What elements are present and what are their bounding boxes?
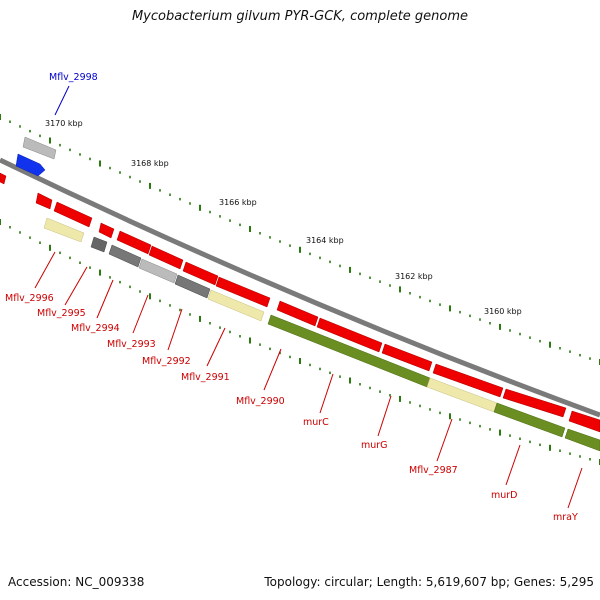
cds-feature[interactable] — [35, 192, 53, 210]
gene-label[interactable]: Mflv_2993 — [107, 339, 156, 350]
scale-ticks-inner — [0, 219, 600, 465]
misc-feature-dark[interactable] — [108, 244, 142, 268]
gene-label[interactable]: mraY — [553, 512, 578, 523]
scale-label: 3170 kbp — [45, 119, 83, 128]
rna-feature-olive[interactable] — [493, 402, 566, 438]
cds-feature-blue[interactable] — [15, 153, 46, 177]
cds-feature[interactable] — [148, 245, 184, 270]
cds-feature[interactable] — [568, 410, 600, 433]
scale-label: 3168 kbp — [131, 159, 169, 168]
cds-feature[interactable] — [215, 276, 271, 308]
scale-label: 3166 kbp — [219, 198, 257, 207]
gene-label[interactable]: Mflv_2992 — [142, 356, 191, 367]
accession-text: Accession: NC_009338 — [8, 575, 145, 589]
gene-label[interactable]: Mflv_2994 — [71, 323, 120, 334]
cds-feature[interactable] — [98, 222, 115, 239]
forward-cds-row — [0, 172, 600, 433]
scale-label: 3162 kbp — [395, 272, 433, 281]
gene-label[interactable]: Mflv_2995 — [37, 308, 86, 319]
map-title: Mycobacterium gilvum PYR-GCK, complete g… — [131, 9, 469, 24]
cds-feature[interactable] — [276, 300, 319, 327]
cds-feature[interactable] — [381, 343, 433, 372]
gene-label[interactable]: murG — [361, 440, 388, 451]
misc-feature-dark[interactable] — [174, 274, 211, 299]
gene-label[interactable]: Mflv_2998 — [49, 72, 98, 83]
genome-backbone — [0, 157, 600, 418]
cds-feature[interactable] — [0, 172, 7, 185]
cds-feature[interactable] — [316, 317, 383, 353]
cds-feature[interactable] — [432, 363, 504, 398]
topology-text: Topology: circular; Length: 5,619,607 bp… — [264, 575, 594, 589]
misc-feature-yellow[interactable] — [43, 217, 85, 243]
misc-feature-yellow[interactable] — [207, 289, 265, 322]
label-leaders — [34, 85, 583, 509]
scale-ticks-outer — [0, 114, 600, 365]
misc-feature-gray[interactable] — [138, 258, 178, 284]
gene-label[interactable]: Mflv_2991 — [181, 372, 230, 383]
misc-feature-dark[interactable] — [90, 236, 108, 253]
gene-label[interactable]: murD — [491, 490, 518, 501]
cds-feature[interactable] — [182, 261, 219, 286]
cds-feature[interactable] — [502, 388, 567, 418]
rna-feature-olive[interactable] — [267, 314, 431, 388]
cds-feature[interactable] — [53, 201, 93, 228]
scale-label: 3160 kbp — [484, 307, 522, 316]
scale-label: 3164 kbp — [306, 236, 344, 245]
inner-feature-row — [43, 217, 600, 452]
gray-feature[interactable] — [22, 136, 57, 160]
gene-label[interactable]: Mflv_2996 — [5, 293, 54, 304]
cds-feature[interactable] — [116, 230, 152, 255]
gene-label[interactable]: murC — [303, 417, 329, 428]
gene-label[interactable]: Mflv_2990 — [236, 396, 285, 407]
gene-label[interactable]: Mflv_2987 — [409, 465, 458, 476]
rna-feature-olive[interactable] — [564, 428, 600, 452]
